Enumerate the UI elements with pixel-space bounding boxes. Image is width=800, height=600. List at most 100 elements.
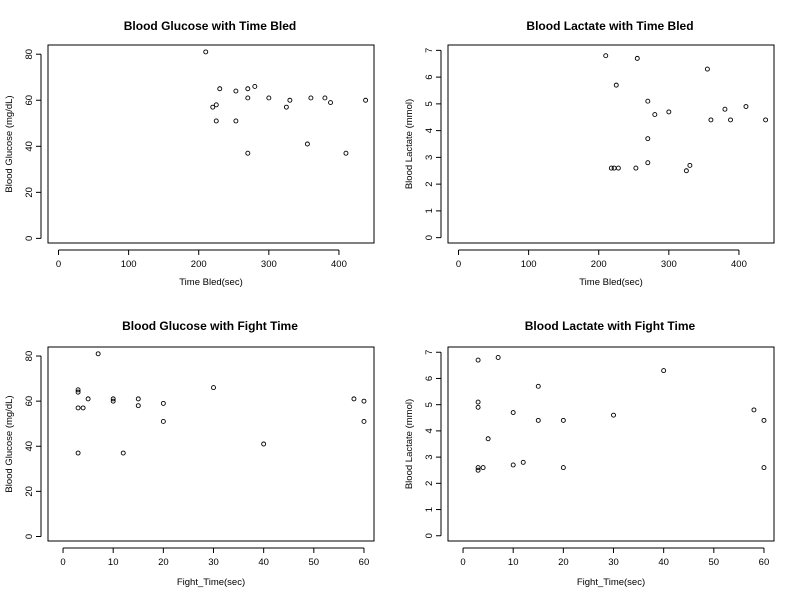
data-point [652,112,658,118]
data-point [475,465,481,471]
y-tick-label: 0 [424,533,435,538]
data-point [75,387,81,393]
plot-area-frame [47,346,375,542]
data-point [245,150,251,156]
y-tick-label: 5 [424,101,435,106]
y-axis-label: Blood Lactate (mmol) [404,99,415,189]
y-tick-label: 3 [424,155,435,160]
data-point [120,450,126,456]
data-point [535,383,541,389]
x-axis-label: Time Bled(sec) [579,277,643,288]
y-tick-label: 20 [24,187,35,198]
y-tick-label: 4 [424,428,435,433]
data-point [245,95,251,101]
data-point [328,100,333,106]
x-tick-label: 200 [591,259,607,270]
data-point [351,396,357,402]
data-point [266,95,272,101]
y-axis-label: Blood Glucose (mg/dL) [4,95,15,192]
y-tick-label: 40 [24,141,35,152]
data-point [361,418,367,424]
x-tick-label: 100 [521,259,537,270]
x-tick-label: 40 [258,557,269,568]
data-point [743,104,749,109]
data-point [245,86,251,92]
plot-area-frame [447,44,775,244]
x-axis-label: Fight_Time(sec) [177,577,245,588]
data-point [683,168,689,174]
x-tick-label: 60 [759,557,770,568]
data-point [110,396,116,402]
data-point [304,141,310,147]
data-point [634,55,640,61]
y-tick-label: 1 [424,208,435,213]
x-tick-label: 300 [661,259,677,270]
data-point [213,118,219,124]
x-tick-label: 400 [331,259,347,270]
y-tick-label: 2 [424,481,435,486]
x-axis-label: Fight_Time(sec) [577,577,645,588]
x-tick-label: 30 [208,557,219,568]
y-tick-label: 7 [424,48,435,53]
data-point [661,368,667,374]
data-point [510,410,516,415]
data-point [615,165,621,171]
data-point [485,436,491,442]
panel-glucose-fight-time: Blood Glucose with Fight Time 0 10 20 30 40 50… [4,319,375,588]
data-point [75,405,81,411]
data-point [480,465,486,471]
y-tick-label: 20 [24,486,35,497]
data-point [751,407,757,413]
y-tick-label: 0 [24,534,35,539]
data-point [75,450,81,456]
data-point [666,109,672,115]
x-tick-label: 300 [261,259,277,270]
x-tick-label: 60 [359,557,370,568]
x-tick-label: 0 [60,557,65,568]
y-tick-label: 5 [424,402,435,407]
data-point [633,165,639,171]
x-tick-label: 10 [508,557,519,568]
data-point [535,417,541,423]
x-tick-label: 0 [56,259,61,270]
x-tick-label: 40 [658,557,669,568]
data-point [210,104,216,110]
data-point [233,118,239,124]
y-axis-label: Blood Glucose (mg/dL) [4,395,15,492]
chart-title: Blood Glucose with Fight Time [122,319,298,333]
data-point [704,66,710,72]
data-point [520,459,526,465]
data-point [645,98,651,104]
data-point [761,417,767,423]
data-point [322,95,328,101]
y-tick-label: 2 [424,181,435,186]
data-point [687,162,693,168]
data-point [75,389,81,395]
data-point [308,95,314,101]
chart-title: Blood Lactate with Time Bled [526,19,693,33]
data-point [708,117,714,123]
data-point [560,417,566,423]
x-axis-label: Time Bled(sec) [179,277,243,288]
data-point [233,88,239,94]
data-point [95,351,101,357]
data-point [608,165,614,171]
data-point [252,83,258,89]
data-point [287,97,293,103]
x-tick-label: 400 [731,259,747,270]
data-point [80,405,86,411]
y-tick-label: 60 [24,396,35,407]
data-point [560,465,566,471]
y-tick-label: 6 [424,74,435,79]
data-point [475,467,481,473]
y-tick-label: 80 [24,351,35,362]
y-tick-label: 3 [424,454,435,459]
data-point [645,160,651,166]
data-point [475,357,481,363]
data-point [728,117,733,123]
data-point [510,462,516,468]
data-point [611,412,616,418]
x-tick-label: 200 [191,259,207,270]
plot-area-frame [47,44,375,244]
